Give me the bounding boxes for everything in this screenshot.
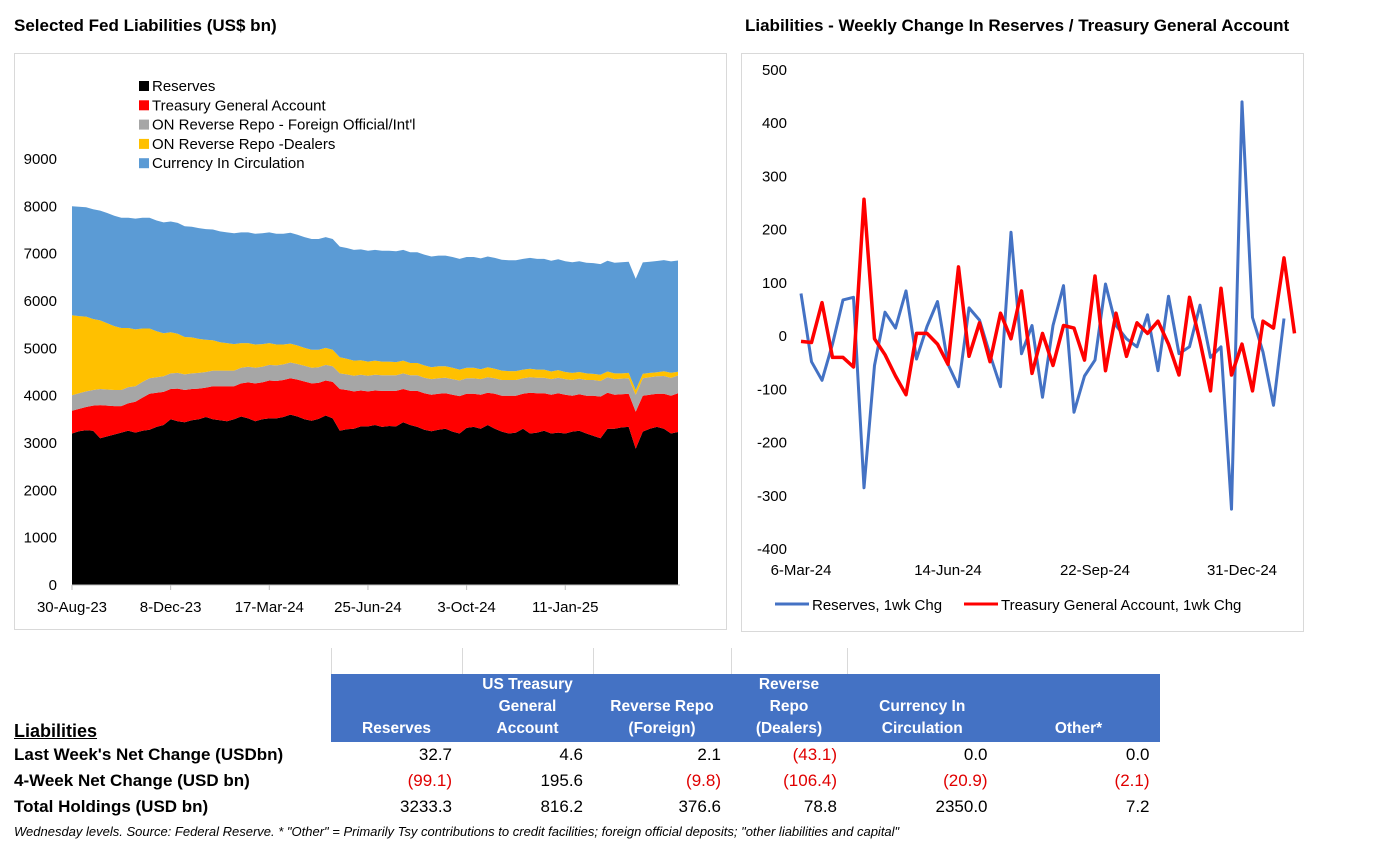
table-cell: 0.0: [1125, 745, 1150, 764]
y-tick-label: 1000: [24, 530, 57, 547]
left-chart-panel: 0 1000 2000 3000 4000 5000 6000 7000 8000 9000 30…: [14, 53, 727, 630]
column-header: Reserves: [331, 674, 462, 742]
x-tick-label: 31-Dec-24: [1207, 562, 1277, 579]
section-label: Liabilities: [14, 721, 98, 741]
table-cell: 32.7: [418, 745, 452, 764]
table-cell: (106.4): [783, 771, 837, 790]
area-series-group: [72, 206, 680, 586]
y-tick-label: 7000: [24, 246, 57, 263]
y-tick-label: 6000: [24, 293, 57, 310]
legend-label: ON Reverse Repo -Dealers: [152, 136, 335, 153]
legend-swatch: [139, 158, 149, 169]
legend-label: Reserves: [152, 78, 215, 95]
y-tick-label: 0: [49, 577, 57, 594]
stacked-area-chart: 0 1000 2000 3000 4000 5000 6000 7000 8000 9000 30…: [24, 78, 680, 616]
table-header-row: Liabilities Reserves US Treasury General A…: [14, 674, 1160, 742]
row-label: Total Holdings (USD bn): [14, 797, 209, 816]
table-cell: 0.0: [963, 745, 988, 764]
x-tick-label: 14-Jun-24: [914, 562, 982, 579]
area-series-on-reverse-repo-foreign-official-int-l: [72, 362, 678, 412]
area-series-currency-in-circulation: [72, 206, 678, 390]
table-row: Last Week's Net Change (USDbn) 32.7 4.6 …: [14, 742, 1160, 768]
table-cell: (2.1): [1114, 771, 1150, 790]
table-cell: 376.6: [678, 797, 721, 816]
left-chart-title: Selected Fed Liabilities (US$ bn): [14, 16, 277, 35]
row-label: 4-Week Net Change (USD bn): [14, 771, 250, 790]
area-series-on-reverse-repo-dealers: [72, 315, 678, 396]
column-header: Other*: [997, 674, 1160, 742]
table-cell: 195.6: [540, 771, 583, 790]
y-tick-label: 500: [762, 62, 787, 79]
table-cell: 2.1: [697, 745, 721, 764]
legend-label: ON Reverse Repo - Foreign Official/Int'l: [152, 117, 416, 134]
y-tick-label: 200: [762, 222, 787, 239]
legend-swatch: [139, 119, 149, 130]
right-chart-panel: 500 400 300 200 100 0 -100 -200 -300 -400 6-Mar-2…: [741, 53, 1304, 632]
table-top-spacer-row: [14, 648, 1160, 674]
y-axis-ticks: 500 400 300 200 100 0 -100 -200 -300 -400: [757, 62, 787, 558]
x-tick-label: 8-Dec-23: [140, 599, 202, 616]
row-label: Last Week's Net Change (USDbn): [14, 745, 284, 764]
legend-label: Treasury General Account, 1wk Chg: [1001, 597, 1241, 614]
x-tick-label: 17-Mar-24: [235, 599, 304, 616]
y-tick-label: 5000: [24, 340, 57, 357]
area-series-reserves: [72, 414, 678, 585]
legend-swatch: [139, 81, 149, 91]
legend-label: Treasury General Account: [152, 97, 327, 114]
y-tick-label: 8000: [24, 198, 57, 215]
table-cell: 2350.0: [935, 797, 988, 816]
y-tick-label: -100: [757, 381, 787, 398]
column-header: Currency In Circulation: [847, 674, 998, 742]
line-chart: 500 400 300 200 100 0 -100 -200 -300 -400 6-Mar-2…: [757, 62, 1297, 614]
x-axis-ticks: 6-Mar-24 14-Jun-24 22-Sep-24 31-Dec-24: [771, 562, 1277, 579]
table-row: 4-Week Net Change (USD bn) (99.1) 195.6 …: [14, 768, 1160, 794]
y-tick-label: 2000: [24, 482, 57, 499]
area-series-treasury-general-account: [72, 378, 678, 449]
right-chart-title: Liabilities - Weekly Change In Reserves …: [745, 16, 1290, 35]
y-tick-label: 4000: [24, 388, 57, 405]
y-tick-label: 9000: [24, 151, 57, 168]
legend-swatch: [139, 138, 149, 149]
x-tick-label: 3-Oct-24: [437, 599, 495, 616]
tga-line: [800, 197, 1297, 397]
table-cell: (9.8): [686, 771, 721, 790]
table-cell: (43.1): [792, 745, 837, 764]
x-tick-label: 6-Mar-24: [771, 562, 832, 579]
x-tick-label: 22-Sep-24: [1060, 562, 1130, 579]
column-header: Reverse Repo (Dealers): [731, 674, 847, 742]
x-tick-label: 25-Jun-24: [334, 599, 402, 616]
y-tick-label: 400: [762, 115, 787, 132]
legend-label: Currency In Circulation: [152, 155, 305, 172]
y-axis-ticks: 0 1000 2000 3000 4000 5000 6000 7000 8000 9000: [24, 151, 57, 594]
legend-swatch: [139, 100, 149, 111]
x-tick-label: 30-Aug-23: [37, 599, 107, 616]
table-cell: (20.9): [943, 771, 988, 790]
footnote: Wednesday levels. Source: Federal Reserv…: [14, 824, 900, 839]
column-header: Reverse Repo (Foreign): [593, 674, 731, 742]
x-axis-ticks: 30-Aug-23 8-Dec-23 17-Mar-24 25-Jun-24 3-Oct…: [37, 585, 598, 616]
reserves-line: [799, 100, 1286, 511]
y-tick-label: 3000: [24, 435, 57, 452]
y-tick-label: -200: [757, 435, 787, 452]
legend-label: Reserves, 1wk Chg: [812, 597, 942, 614]
y-tick-label: 300: [762, 168, 787, 185]
line-series-group: [799, 100, 1297, 511]
y-tick-label: 0: [779, 328, 787, 345]
table-row: Total Holdings (USD bn) 3233.3 816.2 376…: [14, 794, 1160, 820]
table-cell: 816.2: [540, 797, 583, 816]
x-tick-label: 11-Jan-25: [532, 599, 598, 616]
table-cell: 4.6: [559, 745, 583, 764]
table-cell: 3233.3: [400, 797, 452, 816]
column-header: US Treasury General Account: [462, 674, 593, 742]
y-tick-label: -400: [757, 541, 787, 558]
table-cell: (99.1): [407, 771, 452, 790]
right-legend: Reserves, 1wk Chg Treasury General Accoun…: [775, 597, 1241, 614]
table-cell: 78.8: [803, 797, 837, 816]
table-cell: 7.2: [1125, 797, 1150, 816]
left-legend: Reserves Treasury General Account ON Rever…: [139, 78, 416, 172]
y-tick-label: 100: [762, 275, 787, 292]
y-tick-label: -300: [757, 488, 787, 505]
liabilities-table: Liabilities Reserves US Treasury General A…: [14, 648, 1160, 820]
